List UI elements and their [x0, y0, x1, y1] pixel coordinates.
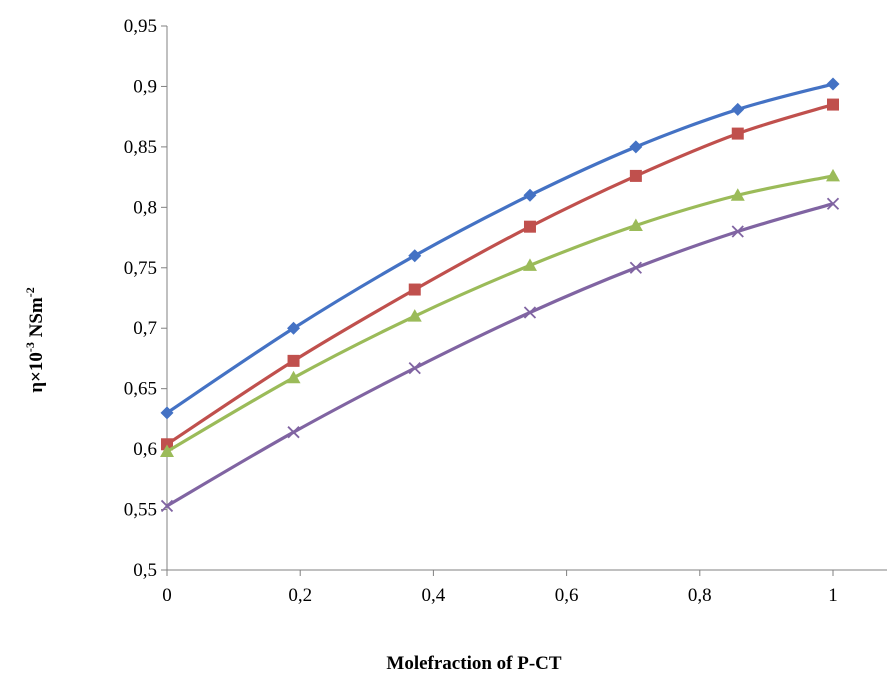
y-tick-label: 0,75 [124, 258, 157, 279]
y-tick-label: 0,55 [124, 500, 157, 521]
y-axis-title-main: η×10 [26, 352, 47, 393]
data-point [161, 438, 173, 451]
data-point [408, 249, 422, 263]
y-tick-label: 0,5 [133, 560, 157, 581]
y-axis-title-unit: NSm [26, 297, 47, 342]
data-point [731, 102, 745, 116]
data-point [286, 370, 301, 384]
data-point [629, 261, 643, 274]
y-tick-label: 0,6 [133, 439, 157, 460]
series-line [166, 202, 834, 508]
data-point [731, 225, 744, 238]
data-point [827, 98, 839, 111]
data-point [287, 426, 300, 439]
data-point [522, 258, 537, 271]
x-tick-label: 0,4 [422, 585, 446, 606]
data-point [160, 406, 174, 420]
series-4 [160, 197, 840, 513]
y-tick-label: 0,65 [124, 379, 157, 400]
y-tick-label: 0,85 [124, 137, 157, 158]
series-line [166, 174, 834, 453]
x-tick-label: 1 [828, 585, 838, 606]
data-point [730, 188, 745, 201]
axes: 0,5 0,55 0,6 0,65 0,7 0,75 0,8 0,85 0,9 0,95 0 0,2 0… [124, 16, 887, 606]
data-point [523, 220, 536, 233]
data-point [287, 321, 301, 335]
data-point [629, 140, 643, 154]
data-point [523, 306, 537, 319]
series-layer [160, 77, 840, 513]
data-point [628, 218, 643, 231]
data-point [826, 77, 840, 91]
data-point [826, 168, 840, 182]
data-point [629, 169, 642, 182]
data-point [731, 127, 744, 140]
data-point [160, 499, 174, 513]
data-point [287, 354, 300, 367]
data-point [408, 361, 421, 375]
x-tick-label: 0,2 [288, 585, 312, 606]
series-1 [160, 77, 840, 420]
y-tick-label: 0,8 [133, 197, 157, 218]
data-point [160, 444, 174, 458]
y-tick-label: 0,7 [133, 318, 157, 339]
x-tick-label: 0,6 [555, 585, 579, 606]
y-axis-title-unit-exp: -2 [23, 287, 37, 297]
series-3 [160, 168, 840, 458]
x-tick-label: 0 [162, 585, 172, 606]
y-axis-title: η×10-3 NSm-2 [23, 287, 47, 393]
series-2 [161, 98, 839, 451]
y-tick-label: 0,95 [124, 16, 157, 37]
data-point [826, 197, 840, 210]
x-tick-label: 0,8 [688, 585, 712, 606]
data-point [408, 283, 421, 296]
data-point [523, 188, 537, 202]
y-axis-title-exp: -3 [23, 342, 37, 352]
x-axis-title: Molefraction of P-CT [386, 653, 561, 674]
y-tick-label: 0,9 [133, 76, 157, 97]
data-point [407, 309, 422, 322]
